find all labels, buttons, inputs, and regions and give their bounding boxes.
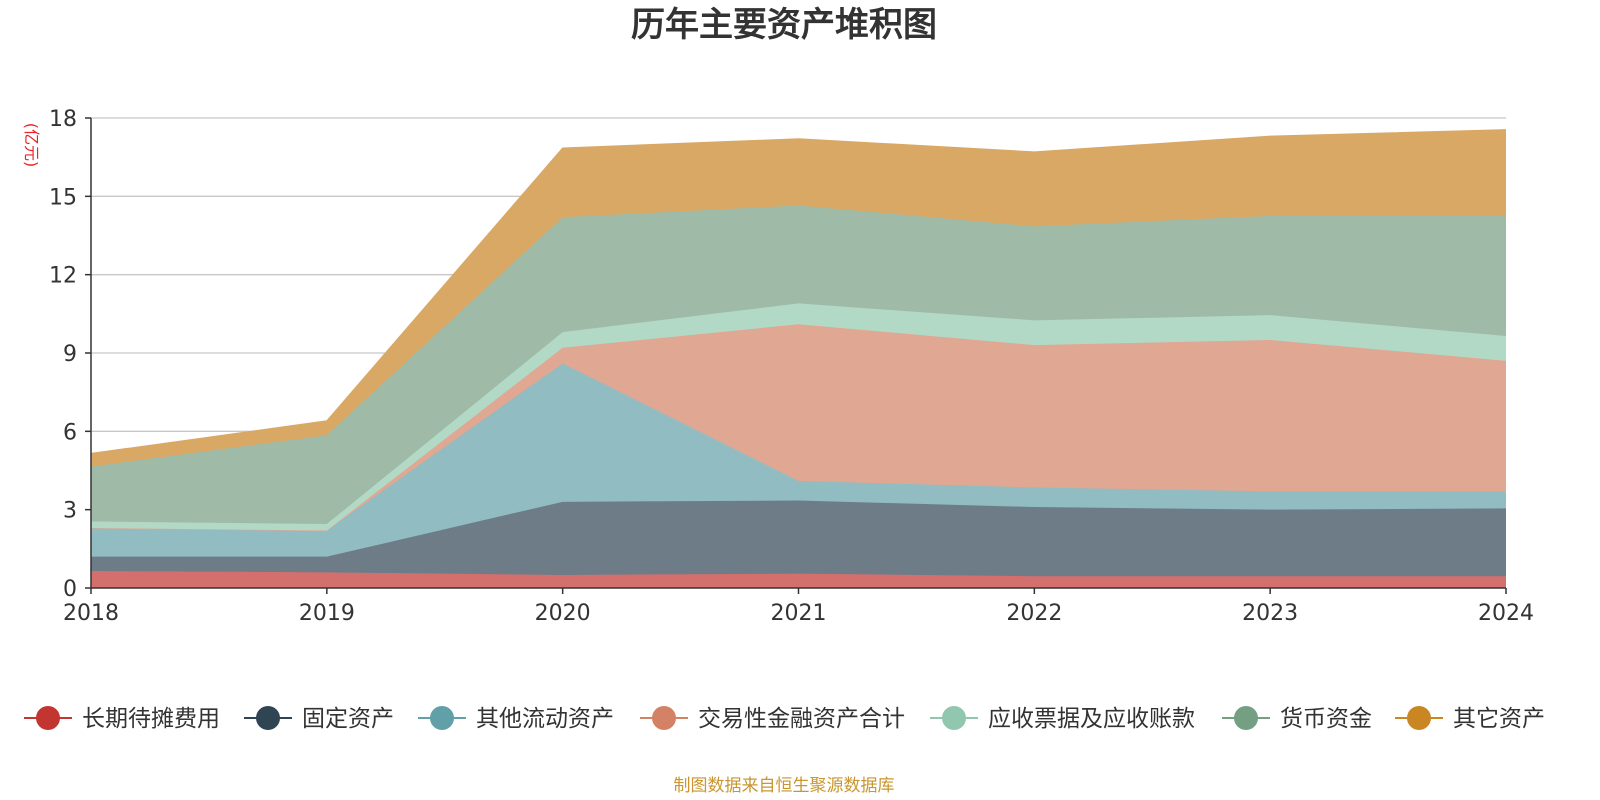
legend-item[interactable]: 应收票据及应收账款 [930, 706, 1195, 732]
legend-item[interactable]: 其他流动资产 [418, 706, 614, 732]
x-tick-label: 2018 [63, 601, 119, 626]
x-tick-label: 2024 [1478, 601, 1534, 626]
chart-title: 历年主要资产堆积图 [631, 5, 937, 45]
legend-label: 长期待摊费用 [82, 706, 220, 732]
source-note: 制图数据来自恒生聚源数据库 [674, 776, 895, 796]
legend: 长期待摊费用 固定资产 其他流动资产 交易性金融资产合计 应收票据及应收账款 货币资金 其它… [24, 706, 1545, 732]
legend-marker-icon [942, 706, 966, 730]
area-series [90, 129, 1507, 588]
area-series-1 [91, 500, 1506, 577]
x-tick-label: 2021 [771, 601, 827, 626]
legend-label: 货币资金 [1280, 706, 1372, 732]
axes: 0 3 6 9 12 15 18 2018 2019 2020 2021 2022 2023 2024 [49, 107, 1534, 626]
area-series-2 [91, 363, 1506, 557]
unit-label: (亿元) [22, 123, 41, 168]
legend-marker-icon [1407, 706, 1431, 730]
x-tick-label: 2023 [1242, 601, 1298, 626]
y-tick-label: 12 [49, 264, 77, 289]
area-series-0 [91, 571, 1506, 588]
legend-item[interactable]: 长期待摊费用 [24, 706, 220, 732]
y-tick-label: 15 [49, 185, 77, 210]
legend-marker-icon [1234, 706, 1258, 730]
y-tick-label: 0 [63, 577, 77, 602]
legend-marker-icon [256, 706, 280, 730]
legend-label: 其他流动资产 [476, 706, 614, 732]
area-series-3 [91, 324, 1506, 531]
area-series-5 [91, 205, 1506, 525]
area-edge-6 [90, 129, 1507, 455]
legend-label: 其它资产 [1453, 706, 1545, 732]
y-tick-label: 3 [63, 499, 77, 524]
x-tick-label: 2022 [1006, 601, 1062, 626]
legend-marker-icon [430, 706, 454, 730]
x-tick-label: 2019 [299, 601, 355, 626]
legend-item[interactable]: 交易性金融资产合计 [640, 706, 905, 732]
area-series-4 [91, 303, 1506, 531]
y-tick-label: 18 [49, 107, 77, 132]
legend-item[interactable]: 固定资产 [244, 706, 394, 732]
y-tick-label: 6 [63, 420, 77, 445]
legend-label: 应收票据及应收账款 [988, 706, 1195, 732]
y-tick-label: 9 [63, 342, 77, 367]
x-tick-label: 2020 [535, 601, 591, 626]
legend-marker-icon [36, 706, 60, 730]
area-series-6 [91, 129, 1506, 467]
legend-item[interactable]: 货币资金 [1222, 706, 1372, 732]
legend-label: 固定资产 [302, 706, 394, 732]
legend-item[interactable]: 其它资产 [1395, 706, 1545, 732]
legend-label: 交易性金融资产合计 [698, 706, 905, 732]
legend-marker-icon [652, 706, 676, 730]
